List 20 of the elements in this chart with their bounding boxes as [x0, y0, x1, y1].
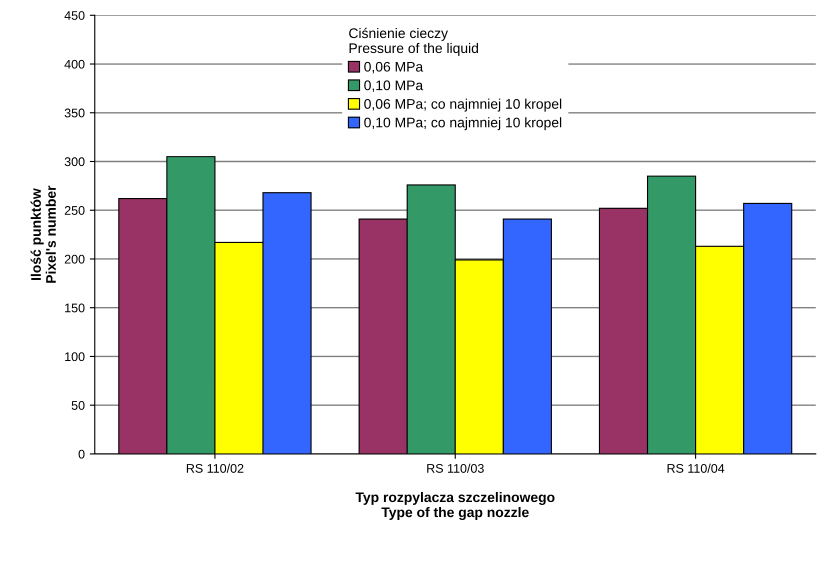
y-tick-label: 450 — [64, 11, 85, 20]
legend-title: Ciśnienie cieczy Pressure of the liquid — [349, 28, 478, 56]
x-tick-label: RS 110/02 — [186, 464, 244, 473]
y-tick-label: 300 — [64, 157, 85, 166]
legend-label: 0,06 MPa; co najmniej 10 kropel — [364, 98, 562, 112]
legend-label: 0,10 MPa; co najmniej 10 kropel — [364, 117, 562, 130]
x-axis-title: Typ rozpylacza szczelinowego Type of the gap nozzle — [356, 492, 555, 520]
y-tick-label: 0 — [78, 450, 85, 459]
y-tick-label: 50 — [72, 400, 85, 410]
y-tick-label: 400 — [64, 60, 85, 69]
legend-label: 0,10 MPa — [364, 80, 424, 92]
y-tick-label: 150 — [65, 304, 85, 312]
legend-label: 0,06 MPa — [364, 62, 424, 74]
y-axis-title: Ilość punktów Pixel's number — [30, 186, 56, 283]
y-tick-label: 350 — [64, 108, 85, 118]
x-tick-label: RS 110/03 — [427, 464, 484, 473]
y-tick-label: 200 — [64, 254, 85, 264]
y-tick-label: 100 — [65, 352, 85, 362]
y-tick-label: 250 — [64, 206, 85, 215]
x-tick-label: RS 110/04 — [668, 464, 724, 473]
